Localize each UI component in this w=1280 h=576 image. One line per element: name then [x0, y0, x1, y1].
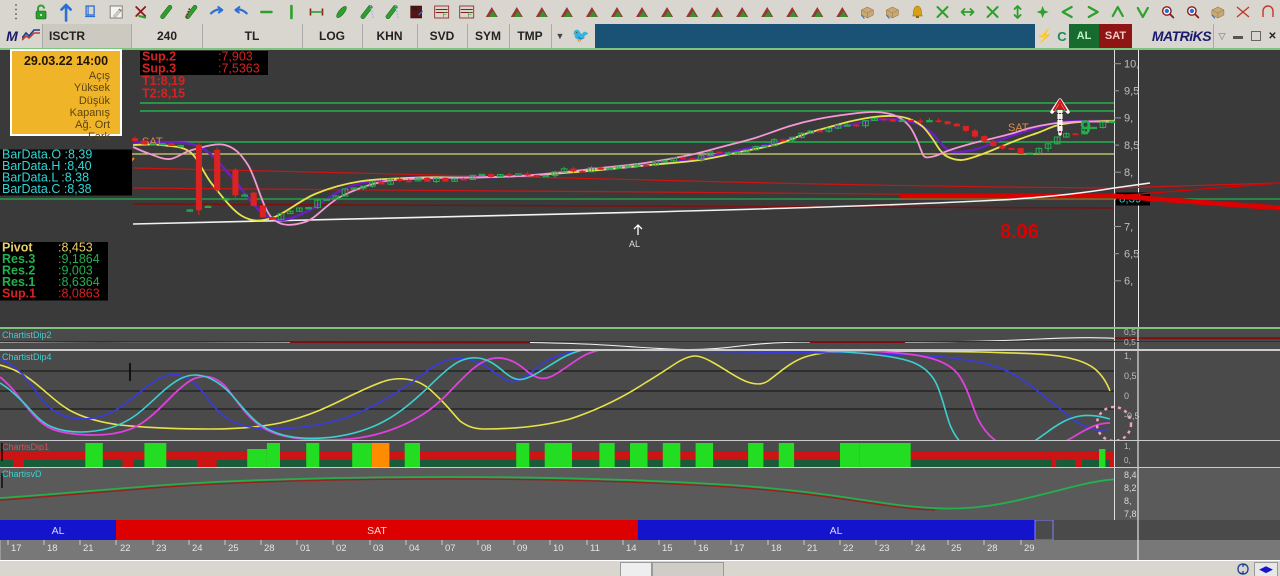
svg-text:15: 15	[662, 543, 673, 554]
svg-text:04: 04	[409, 543, 420, 554]
svg-text:6,: 6,	[1124, 276, 1133, 288]
svg-text:6,5: 6,5	[1124, 249, 1139, 261]
svg-text:28: 28	[987, 543, 998, 554]
svg-text:29: 29	[1024, 543, 1035, 554]
svg-text:11: 11	[590, 543, 600, 554]
svg-text:17: 17	[11, 543, 22, 554]
svg-text:9,: 9,	[1124, 113, 1133, 125]
svg-text:F: F	[468, 12, 472, 19]
svg-text:Sup.1: Sup.1	[2, 287, 36, 301]
svg-text:AL: AL	[629, 239, 640, 249]
svg-text:25: 25	[951, 543, 962, 554]
svg-text:ChartistDip4: ChartistDip4	[2, 352, 52, 362]
svg-text:02: 02	[336, 543, 347, 554]
svg-text:08: 08	[481, 543, 492, 554]
svg-text:1,: 1,	[1124, 351, 1132, 361]
svg-text:22: 22	[843, 543, 854, 554]
svg-text:SAT: SAT	[367, 525, 387, 537]
svg-text:1,: 1,	[1124, 442, 1131, 451]
svg-text::8,0863: :8,0863	[58, 287, 100, 301]
svg-text:24: 24	[192, 543, 203, 554]
svg-text:09: 09	[517, 543, 528, 554]
svg-text:AL: AL	[830, 525, 843, 537]
svg-text:22: 22	[120, 543, 131, 554]
svg-text:8,5: 8,5	[1124, 140, 1139, 152]
svg-text:8,4: 8,4	[1124, 470, 1137, 480]
svg-text:ChartistDip2: ChartistDip2	[2, 330, 52, 340]
svg-text:8,: 8,	[1124, 496, 1132, 506]
svg-text:17: 17	[734, 543, 745, 554]
svg-text:-0,5: -0,5	[1124, 411, 1140, 421]
svg-text:8,2: 8,2	[1124, 483, 1137, 493]
svg-text:16: 16	[698, 543, 709, 554]
svg-text:28: 28	[264, 543, 275, 554]
svg-text:18: 18	[771, 543, 782, 554]
svg-text:0,5: 0,5	[1124, 329, 1136, 337]
svg-text:9: 9	[1080, 117, 1091, 139]
svg-text:0,5: 0,5	[1124, 337, 1136, 347]
svg-text:T2:8,15: T2:8,15	[142, 87, 185, 101]
svg-text:07: 07	[445, 543, 456, 554]
svg-text:7,: 7,	[1124, 221, 1133, 233]
svg-text:AL: AL	[52, 525, 65, 537]
svg-text:10,: 10,	[1124, 59, 1139, 71]
svg-text:7,8: 7,8	[1124, 509, 1137, 519]
svg-text:03: 03	[373, 543, 384, 554]
svg-text:24: 24	[915, 543, 926, 554]
svg-text:10: 10	[553, 543, 564, 554]
svg-text:23: 23	[879, 543, 890, 554]
svg-text:14: 14	[626, 543, 637, 554]
svg-text:ChartisDip1: ChartisDip1	[2, 442, 49, 452]
svg-text:18: 18	[47, 543, 58, 554]
svg-text:21: 21	[83, 543, 94, 554]
svg-text:BarData.C :8,38: BarData.C :8,38	[2, 182, 92, 196]
svg-text:F: F	[443, 12, 447, 19]
svg-text:9,5: 9,5	[1124, 86, 1139, 98]
svg-text:01: 01	[300, 543, 311, 554]
svg-text:23: 23	[156, 543, 167, 554]
svg-text::7,5363: :7,5363	[218, 62, 260, 76]
svg-text:21: 21	[807, 543, 818, 554]
svg-text:ChartisvD: ChartisvD	[2, 469, 42, 479]
svg-text:0,5: 0,5	[1124, 371, 1137, 381]
svg-text:0: 0	[1124, 391, 1129, 401]
svg-text:SAT: SAT	[1008, 122, 1029, 134]
svg-text:8.06: 8.06	[1000, 221, 1039, 243]
svg-text:25: 25	[228, 543, 239, 554]
svg-text:0,: 0,	[1124, 456, 1131, 465]
svg-text:8,: 8,	[1124, 167, 1133, 179]
